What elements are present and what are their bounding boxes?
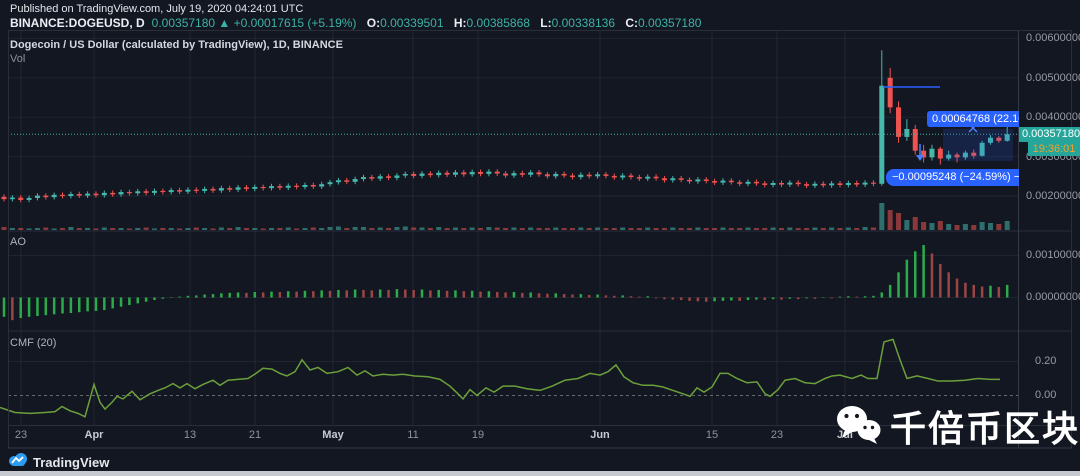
time-tick: 21 — [248, 429, 262, 441]
ao-tick: 0.00000000 — [1026, 291, 1080, 303]
published-line: Published on TradingView.com, July 19, 2… — [10, 3, 304, 15]
ao-tick: 0.00100000 — [1026, 249, 1080, 261]
symbol-line: BINANCE:DOGEUSD, D 0.00357180 ▲ +0.000176… — [10, 16, 701, 30]
up-arrow-icon: ▲ — [218, 16, 231, 30]
high-label: H: — [453, 16, 467, 30]
low-label: L: — [540, 16, 552, 30]
last-price-tag: 0.00357180 — [1019, 127, 1080, 142]
chart-title: Dogecoin / US Dollar (calculated by Trad… — [10, 39, 343, 51]
bar-countdown: 19:36:01 — [1028, 142, 1080, 156]
watermark-text: 千倍币区块链 — [890, 408, 1080, 449]
time-tick: 19 — [471, 429, 485, 441]
tradingview-brand[interactable]: TradingView — [33, 455, 110, 470]
volume-indicator-label[interactable]: Vol — [10, 53, 26, 65]
cmf-tick: 0.00 — [1035, 389, 1057, 401]
price-tick: 0.00600000 — [1026, 32, 1080, 45]
close-label: C: — [625, 16, 639, 30]
range-tool-down-label[interactable]: −0.00095248 (−24.59%) −9524 — [886, 169, 1019, 186]
time-tick: Jun — [590, 429, 610, 441]
price-tick: 0.00500000 — [1026, 71, 1080, 84]
time-tick: May — [322, 429, 344, 441]
tradingview-logo-icon — [8, 452, 28, 473]
close-value: 0.00357180 — [638, 16, 702, 30]
open-label: O: — [366, 16, 381, 30]
price-change: +0.00017615 (+5.19%) — [233, 16, 357, 30]
high-value: 0.00385868 — [466, 16, 530, 30]
bottom-strip — [0, 471, 1080, 476]
time-tick: 11 — [407, 429, 419, 441]
time-tick: Apr — [84, 429, 104, 441]
ao-indicator-label[interactable]: AO — [10, 236, 26, 248]
watermark: 千倍币区块链 — [836, 400, 1080, 452]
price-tick: 0.00400000 — [1026, 111, 1080, 124]
low-value: 0.00338136 — [551, 16, 616, 30]
time-tick: 13 — [183, 429, 197, 441]
open-value: 0.00339501 — [380, 16, 444, 30]
last-price-value: 0.00357180 — [151, 16, 216, 30]
price-tick: 0.00200000 — [1026, 190, 1080, 202]
cmf-indicator-label[interactable]: CMF (20) — [10, 337, 57, 349]
range-tool-up-label[interactable]: 0.00064768 (22.10%) — [927, 111, 1019, 127]
time-tick: 15 — [705, 429, 719, 441]
cmf-tick: 0.20 — [1035, 355, 1057, 367]
wechat-icon — [836, 404, 882, 449]
symbol-name[interactable]: BINANCE:DOGEUSD, D — [10, 16, 145, 30]
time-tick: 23 — [770, 429, 784, 441]
tradingview-footer[interactable]: TradingView — [8, 452, 109, 473]
time-tick: 23 — [14, 429, 28, 441]
